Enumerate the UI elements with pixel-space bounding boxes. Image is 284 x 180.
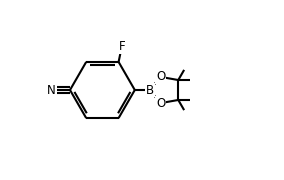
Text: O: O (156, 70, 165, 83)
Text: N: N (47, 84, 56, 96)
Text: B: B (145, 84, 154, 96)
Text: F: F (119, 40, 126, 53)
Text: O: O (156, 97, 165, 110)
